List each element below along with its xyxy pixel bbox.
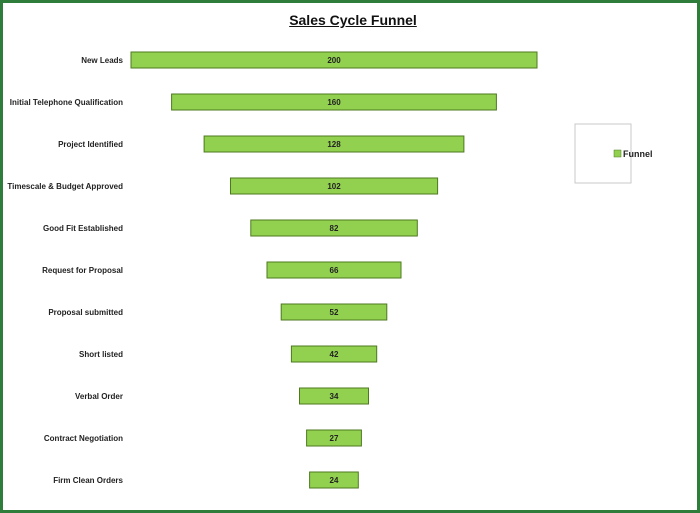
- legend-swatch: [613, 149, 622, 158]
- category-label: Request for Proposal: [42, 266, 123, 275]
- data-label-bg: [324, 306, 344, 318]
- category-label: Short listed: [79, 350, 123, 359]
- category-label: New Leads: [81, 56, 123, 65]
- data-label: 160: [327, 98, 341, 107]
- data-label: 128: [327, 140, 341, 149]
- data-label: 52: [330, 308, 339, 317]
- category-label: Initial Telephone Qualification: [10, 98, 123, 107]
- category-label: Timescale & Budget Approved: [7, 182, 123, 191]
- legend-box: [574, 123, 632, 184]
- data-label: 82: [330, 224, 339, 233]
- data-label: 27: [330, 434, 339, 443]
- data-label: 24: [330, 476, 339, 485]
- category-label: Firm Clean Orders: [53, 476, 123, 485]
- category-label: Proposal submitted: [48, 308, 123, 317]
- category-label: Project Identified: [58, 140, 123, 149]
- legend-label: Funnel: [623, 149, 653, 159]
- data-label-bg: [324, 348, 344, 360]
- data-label: 200: [327, 56, 341, 65]
- data-label: 42: [330, 350, 339, 359]
- data-label: 102: [327, 182, 341, 191]
- data-label-bg: [324, 264, 344, 276]
- category-label: Contract Negotiation: [44, 434, 123, 443]
- data-label-bg: [324, 432, 344, 444]
- data-label-bg: [324, 54, 344, 66]
- data-label-bg: [324, 222, 344, 234]
- data-label: 66: [330, 266, 339, 275]
- chart-title: Sales Cycle Funnel: [289, 12, 417, 28]
- data-label-bg: [324, 138, 344, 150]
- data-label-bg: [324, 474, 344, 486]
- data-label: 34: [330, 392, 339, 401]
- category-label: Verbal Order: [75, 392, 123, 401]
- data-label-bg: [324, 180, 344, 192]
- funnel-chart: New Leads 200 Initial Telephone Qualificat…: [7, 51, 653, 489]
- data-label-bg: [324, 390, 344, 402]
- category-label: Good Fit Established: [43, 224, 123, 233]
- data-label-bg: [324, 96, 344, 108]
